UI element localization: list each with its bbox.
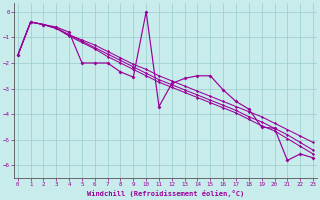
X-axis label: Windchill (Refroidissement éolien,°C): Windchill (Refroidissement éolien,°C): [87, 190, 244, 197]
